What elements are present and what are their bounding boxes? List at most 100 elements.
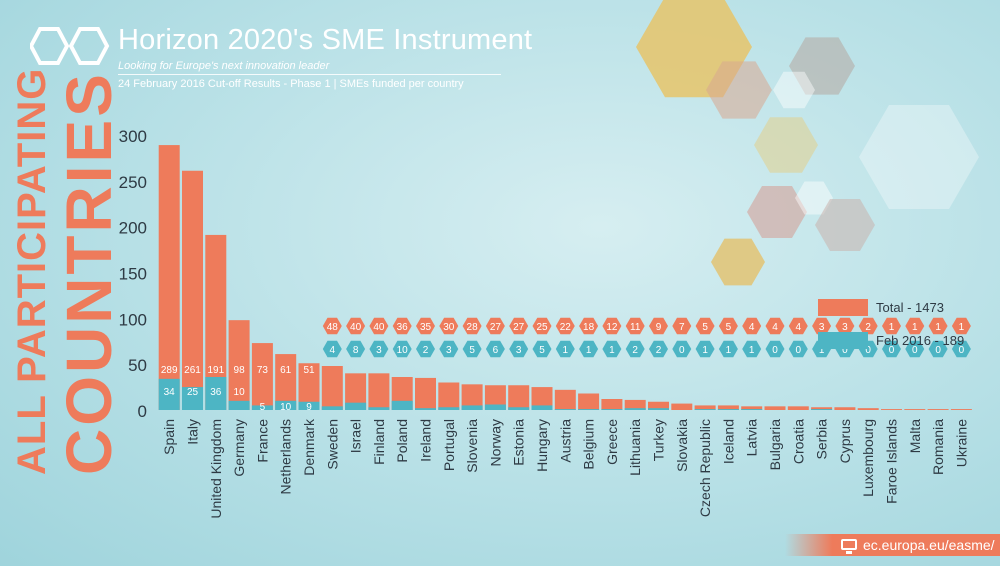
data-label-feb: 34 xyxy=(164,387,176,398)
bar-total xyxy=(554,389,576,410)
bar-feb xyxy=(275,400,297,410)
bar-total xyxy=(531,387,553,410)
bar-feb xyxy=(438,407,460,410)
footer-url[interactable]: ec.europa.eu/easme/ xyxy=(863,537,995,553)
hex-marker-feb xyxy=(718,340,738,358)
data-label-total: 30 xyxy=(443,322,455,333)
bar-feb xyxy=(531,405,553,410)
data-label-total: 3 xyxy=(819,322,825,333)
x-tick-label: Netherlands xyxy=(278,419,294,495)
hex-marker-feb xyxy=(905,340,925,358)
x-tick-label: Ireland xyxy=(418,419,434,462)
x-tick-label: Italy xyxy=(185,419,201,445)
deco-hexagon-7 xyxy=(795,181,833,215)
bar-feb xyxy=(554,409,576,410)
bar-total xyxy=(881,409,902,410)
data-label-total: 51 xyxy=(303,365,315,376)
data-label-feb: 3 xyxy=(446,345,452,356)
hex-marker-feb xyxy=(649,340,668,358)
bar-total xyxy=(904,409,926,410)
hex-marker-feb xyxy=(555,340,575,358)
deco-hexagon-3 xyxy=(773,71,815,109)
x-tick-label: Finland xyxy=(371,419,387,465)
data-label-feb: 1 xyxy=(819,345,825,356)
bar-total xyxy=(461,384,483,410)
legend-swatch-total xyxy=(818,299,868,316)
data-label-total: 35 xyxy=(420,322,432,333)
bar-feb xyxy=(368,407,390,410)
data-label-feb: 25 xyxy=(187,387,199,398)
page-title: Horizon 2020's SME Instrument xyxy=(118,24,533,56)
data-label-total: 73 xyxy=(257,365,269,376)
footer-link[interactable]: ec.europa.eu/easme/ xyxy=(785,534,1000,556)
data-label-total: 27 xyxy=(513,322,525,333)
data-label-feb: 1 xyxy=(586,345,592,356)
hex-marker-feb xyxy=(369,340,389,358)
bar-total xyxy=(158,145,180,411)
hex-marker-total xyxy=(555,317,575,335)
data-label-total: 25 xyxy=(536,322,548,333)
hex-marker-total xyxy=(812,317,832,335)
legend-label-total: Total - 1473 xyxy=(876,300,944,315)
bar-total xyxy=(648,401,669,410)
hex-marker-feb xyxy=(346,340,366,358)
bar-total xyxy=(927,409,949,410)
data-label-feb: 3 xyxy=(516,345,522,356)
hex-marker-total xyxy=(416,317,435,335)
data-label-feb: 4 xyxy=(330,345,336,356)
deco-hexagon-6 xyxy=(747,186,807,238)
bar-total xyxy=(484,385,506,410)
bar-total xyxy=(205,234,227,410)
hex-marker-total xyxy=(509,317,529,335)
x-tick-label: Bulgaria xyxy=(767,419,783,471)
x-tick-label: Slovenia xyxy=(464,419,480,473)
hex-marker-feb xyxy=(485,340,505,358)
bar-total xyxy=(694,405,716,410)
hex-marker-total xyxy=(858,317,878,335)
x-tick-label: Estonia xyxy=(511,419,527,466)
data-label-feb: 1 xyxy=(563,345,569,356)
bar-feb xyxy=(694,409,716,410)
data-label-total: 1 xyxy=(935,322,941,333)
hex-marker-total xyxy=(765,317,785,335)
data-label-total: 61 xyxy=(280,365,292,376)
hex-marker-total xyxy=(928,317,948,335)
bar-total xyxy=(741,406,763,410)
hex-marker-feb xyxy=(462,340,482,358)
bar-feb xyxy=(717,409,739,410)
bar-total xyxy=(717,405,739,410)
hex-marker-total xyxy=(462,317,482,335)
bar-total xyxy=(508,385,530,410)
bar-feb xyxy=(508,407,530,410)
x-tick-label: Turkey xyxy=(651,419,667,461)
header-divider xyxy=(118,74,501,75)
x-tick-label: Greece xyxy=(604,419,620,465)
x-tick-label: United Kingdom xyxy=(208,419,224,519)
y-tick-label: 300 xyxy=(119,127,147,146)
data-label-feb: 9 xyxy=(306,402,312,413)
bar-feb xyxy=(228,400,250,410)
hex-marker-feb xyxy=(951,340,971,358)
data-label-feb: 10 xyxy=(234,387,246,398)
bar-total xyxy=(834,407,856,410)
data-label-total: 2 xyxy=(865,322,871,333)
bar-total xyxy=(857,408,879,410)
bar-total xyxy=(415,377,436,410)
x-tick-label: Croatia xyxy=(790,419,806,464)
data-label-feb: 0 xyxy=(865,345,871,356)
data-label-feb: 10 xyxy=(280,402,292,413)
page-subtitle: Looking for Europe's next innovation lea… xyxy=(118,60,330,72)
bar-feb xyxy=(415,408,436,410)
data-label-feb: 5 xyxy=(260,402,266,413)
data-label-total: 40 xyxy=(373,322,385,333)
hex-marker-feb xyxy=(322,340,342,358)
x-tick-label: Romania xyxy=(930,419,946,475)
hex-marker-total xyxy=(579,317,599,335)
bar-feb xyxy=(601,409,623,410)
bar-feb xyxy=(391,400,413,410)
hex-marker-feb xyxy=(602,340,622,358)
hex-marker-total xyxy=(695,317,715,335)
x-tick-label: Iceland xyxy=(720,419,736,464)
data-label-feb: 6 xyxy=(493,345,499,356)
